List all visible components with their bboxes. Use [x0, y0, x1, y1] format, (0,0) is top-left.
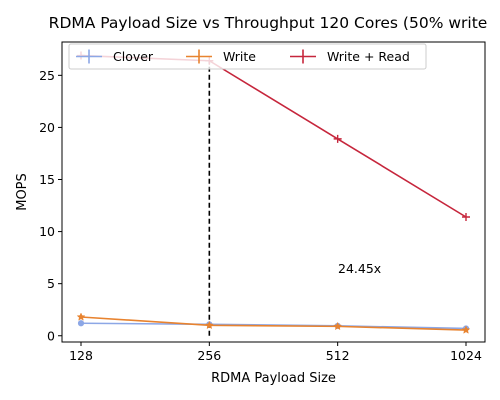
- y-tick-label-10: 10: [39, 224, 55, 239]
- x-tick-label-512: 512: [326, 348, 350, 363]
- x-tick-label-128: 128: [69, 348, 93, 363]
- data-point-write-512: [333, 321, 343, 331]
- series-write: [76, 312, 471, 334]
- x-tick-label-1024: 1024: [450, 348, 482, 363]
- y-axis-label: MOPS: [15, 173, 30, 211]
- legend-frame: [68, 43, 427, 70]
- chart-title: RDMA Payload Size vs Throughput 120 Core…: [49, 14, 488, 32]
- axes-frame: [61, 41, 486, 343]
- legend: Clover Write Write + Read: [68, 43, 427, 70]
- data-point-write-read-512: [333, 134, 342, 143]
- x-axis-label: RDMA Payload Size: [211, 371, 336, 386]
- annotation-label: 24.45x: [338, 261, 381, 276]
- data-point-write-256: [204, 320, 214, 330]
- legend-label-clover: Clover: [113, 49, 154, 64]
- y-tick-label-25: 25: [39, 68, 55, 83]
- legend-label-write-read: Write + Read: [327, 49, 410, 64]
- x-tick-label-256: 256: [197, 348, 221, 363]
- axis-ticks: 128 256 512 1024 0 5 10 15 20 25: [39, 68, 482, 363]
- series-line-write: [80, 316, 467, 331]
- y-tick-label-20: 20: [39, 120, 55, 135]
- legend-entry-clover: Clover: [76, 49, 154, 64]
- y-tick-label-5: 5: [47, 276, 55, 291]
- data-point-clover-128: [77, 320, 85, 327]
- data-point-write-read-1024: [462, 213, 470, 221]
- legend-entry-write-read: Write + Read: [290, 49, 410, 64]
- data-point-write-128: [76, 312, 86, 321]
- legend-entry-write: Write: [186, 49, 256, 64]
- legend-entries: Clover Write Write + Read: [76, 49, 410, 64]
- legend-label-write: Write: [223, 49, 256, 64]
- y-tick-label-15: 15: [39, 172, 55, 187]
- y-tick-label-0: 0: [47, 328, 55, 343]
- data-point-write-1024: [461, 325, 471, 334]
